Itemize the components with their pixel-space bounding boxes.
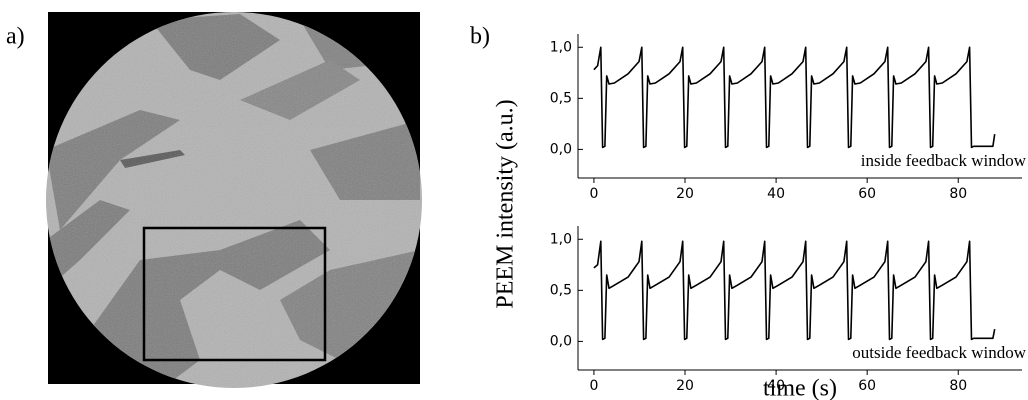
x-axis-label: time (s) bbox=[763, 376, 837, 400]
annotation: inside feedback window bbox=[861, 151, 1027, 170]
x-tick-label: 20 bbox=[676, 378, 694, 394]
x-tick-label: 40 bbox=[767, 186, 785, 202]
x-tick-label: 60 bbox=[858, 378, 876, 394]
x-tick-label: 0 bbox=[589, 378, 598, 394]
x-tick-label: 80 bbox=[949, 186, 967, 202]
y-tick-label: 0,5 bbox=[550, 90, 572, 106]
x-tick-label: 60 bbox=[858, 186, 876, 202]
x-tick-label: 20 bbox=[676, 186, 694, 202]
x-tick-label: 0 bbox=[589, 186, 598, 202]
y-tick-label: 1,0 bbox=[550, 39, 572, 55]
panel-label: a) bbox=[6, 24, 25, 50]
y-tick-label: 0,0 bbox=[550, 141, 572, 157]
microscopy-image bbox=[46, 12, 422, 388]
data-line bbox=[593, 240, 996, 341]
panel-label: b) bbox=[470, 24, 490, 50]
x-tick-label: 40 bbox=[767, 378, 785, 394]
data-line bbox=[593, 46, 996, 149]
annotation: outside feedback window bbox=[852, 343, 1026, 362]
y-axis-label: PEEM intensity (a.u.) bbox=[493, 99, 519, 308]
y-tick-label: 1,0 bbox=[550, 231, 572, 247]
y-tick-label: 0,0 bbox=[550, 333, 572, 349]
y-tick-label: 0,5 bbox=[550, 282, 572, 298]
x-tick-label: 80 bbox=[949, 378, 967, 394]
